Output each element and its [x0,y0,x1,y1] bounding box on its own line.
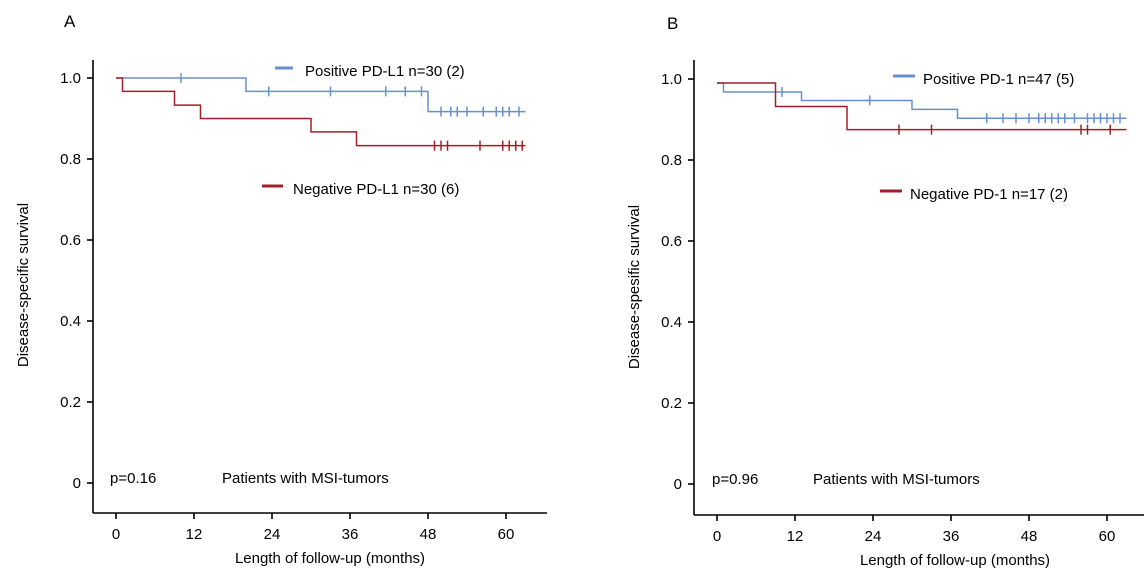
x-axis-label: Length of follow-up (months) [860,552,1050,569]
cohort-annotation: Patients with MSI-tumors [222,470,389,487]
y-tick-label: 0.2 [60,394,81,411]
panel-label: A [64,12,76,31]
y-tick-label: 0.4 [60,313,81,330]
x-tick-label: 48 [420,526,437,543]
legend-label-0: Positive PD-L1 n=30 (2) [305,63,465,80]
x-tick-label: 24 [865,528,882,545]
x-tick-label: 12 [787,528,804,545]
p-value-annotation: p=0.96 [712,471,758,488]
p-value-annotation: p=0.16 [110,470,156,487]
x-tick-label: 12 [186,526,203,543]
panel-a: A 0 0.2 0.4 0.6 0.8 1.0 0 12 24 36 48 60 Length of fo… [15,12,547,567]
y-tick-label: 0.2 [661,395,682,412]
legend-label-0: Positive PD-1 n=47 (5) [923,71,1074,88]
series-line-1 [717,82,1127,131]
x-tick-label: 36 [342,526,359,543]
panel-b: B 0 0.2 0.4 0.6 0.8 1.0 0 12 24 36 48 60 Length of fo… [626,14,1144,569]
x-tick-label: 0 [713,528,721,545]
legend-label-1: Negative PD-L1 n=30 (6) [293,181,459,198]
y-tick-label: 0.4 [661,314,682,331]
series-line-1 [116,77,526,147]
x-tick-label: 36 [943,528,960,545]
x-tick-label: 24 [264,526,281,543]
y-tick-label: 0.6 [661,233,682,250]
x-axis-label: Length of follow-up (months) [235,550,425,567]
series-line-0 [717,82,1127,120]
x-tick-label: 48 [1021,528,1038,545]
y-tick-label: 0.6 [60,232,81,249]
y-axis-label: Disease-specific survival [15,203,32,367]
y-axis-label: Disease-spesific survival [626,205,643,369]
y-tick-label: 0 [73,475,81,492]
series-line-0 [116,77,526,113]
x-tick-label: 0 [112,526,120,543]
x-tick-label: 60 [498,526,515,543]
x-tick-label: 60 [1099,528,1116,545]
y-tick-label: 0.8 [60,151,81,168]
y-tick-label: 0.8 [661,152,682,169]
y-tick-label: 1.0 [661,71,682,88]
legend-label-1: Negative PD-1 n=17 (2) [910,186,1068,203]
y-tick-label: 1.0 [60,70,81,87]
cohort-annotation: Patients with MSI-tumors [813,471,980,488]
panel-label: B [667,14,678,33]
y-tick-label: 0 [674,476,682,493]
